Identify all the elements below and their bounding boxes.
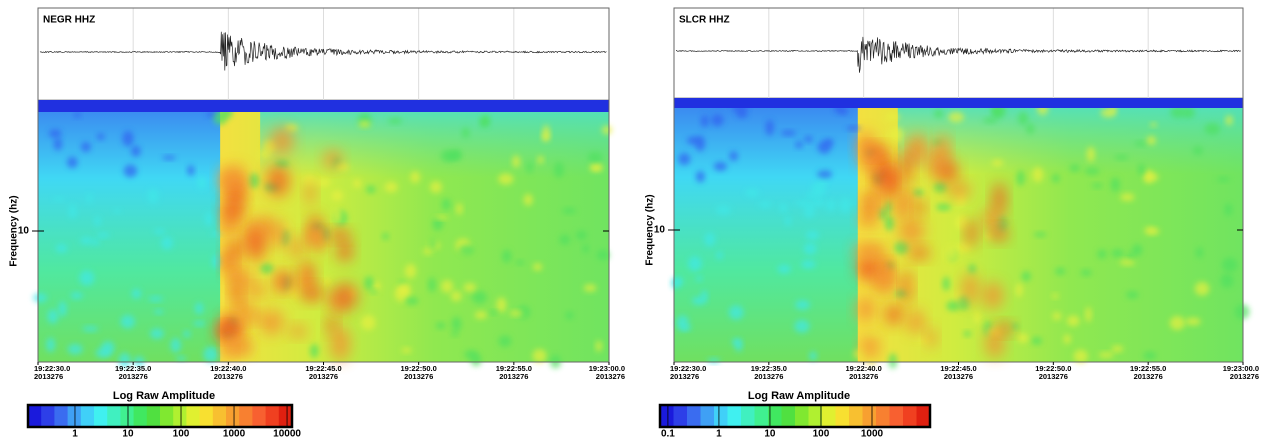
colorbar-tick-label: 1 — [72, 429, 78, 438]
x-tick-label: 19:22:40.0 — [846, 364, 882, 373]
colorbar-cell — [252, 405, 267, 427]
colorbar-tick-label: 10 — [764, 429, 776, 438]
x-tick-label: 19:22:35.0 — [115, 364, 151, 373]
y-tick-label: 10 — [654, 225, 666, 236]
x-tick-sublabel: 2013276 — [1134, 372, 1163, 381]
colorbar-cell — [781, 405, 796, 427]
colorbar-cell — [808, 405, 823, 427]
colorbar-tick-label: 1000 — [223, 429, 246, 438]
colorbar-cell — [133, 405, 148, 427]
x-tick-label: 19:22:55.0 — [1130, 364, 1166, 373]
x-tick-sublabel: 2013276 — [1230, 372, 1259, 381]
y-tick-label: 10 — [18, 226, 30, 237]
x-tick-sublabel: 2013276 — [596, 372, 625, 381]
colorbar-label: Log Raw Amplitude — [113, 390, 215, 402]
colorbar-cell — [862, 405, 877, 427]
colorbar-cell — [903, 405, 917, 427]
colorbar-cell — [768, 405, 782, 427]
colorbar-cell — [160, 405, 174, 427]
x-tick-label: 19:22:30.0 — [34, 364, 70, 373]
colorbar-cell — [186, 405, 201, 427]
station-title: NEGR HHZ — [43, 15, 95, 26]
x-tick-sublabel: 2013276 — [119, 372, 148, 381]
colorbar-cell — [107, 405, 121, 427]
colorbar-cell — [660, 405, 674, 427]
x-tick-label: 19:22:35.0 — [751, 364, 787, 373]
y-axis-label: Frequency (hz) — [9, 195, 20, 266]
colorbar-cell — [28, 405, 42, 427]
x-tick-sublabel: 2013276 — [849, 372, 878, 381]
colorbar-tick-label: 10 — [122, 429, 134, 438]
colorbar-cell — [714, 405, 728, 427]
colorbar-cell — [94, 405, 108, 427]
colorbar-cell — [727, 405, 742, 427]
colorbar-tick-label: 100 — [813, 429, 830, 438]
colorbar-cell — [54, 405, 69, 427]
x-tick-sublabel: 2013276 — [309, 372, 338, 381]
colorbar-tick-label: 0.1 — [661, 429, 675, 438]
colorbar-cell — [41, 405, 55, 427]
colorbar-cell — [239, 405, 253, 427]
seismogram-trace — [39, 31, 607, 71]
colorbar-tick-label: 1000 — [861, 429, 884, 438]
x-tick-label: 19:22:50.0 — [1035, 364, 1071, 373]
x-tick-sublabel: 2013276 — [670, 372, 699, 381]
colorbar-cell — [80, 405, 95, 427]
colorbar-cell — [754, 405, 769, 427]
colorbar-cell — [146, 405, 161, 427]
x-tick-label: 19:22:45.0 — [305, 364, 341, 373]
seismogram-trace — [675, 36, 1242, 73]
x-tick-label: 19:22:50.0 — [401, 364, 437, 373]
y-axis-label: Frequency (hz) — [645, 194, 656, 265]
colorbar-cell — [687, 405, 701, 427]
x-tick-sublabel: 2013276 — [34, 372, 63, 381]
colorbar-cell — [741, 405, 755, 427]
x-tick-label: 19:23:00.0 — [1223, 364, 1259, 373]
colorbar-cell — [199, 405, 214, 427]
colorbar-tick-label: 10000 — [273, 429, 301, 438]
colorbar-cell — [212, 405, 227, 427]
station-title: SLCR HHZ — [679, 15, 730, 26]
x-tick-label: 19:22:30.0 — [670, 364, 706, 373]
x-tick-sublabel: 2013276 — [754, 372, 783, 381]
colorbar-cell — [67, 405, 82, 427]
colorbar-cell — [795, 405, 809, 427]
x-tick-sublabel: 2013276 — [1039, 372, 1068, 381]
x-tick-label: 19:22:40.0 — [210, 364, 246, 373]
spectrogram-image — [32, 100, 613, 369]
colorbar-cell — [889, 405, 904, 427]
colorbar-cell — [278, 405, 293, 427]
x-tick-label: 19:22:45.0 — [940, 364, 976, 373]
colorbar-cell — [173, 405, 187, 427]
x-tick-sublabel: 2013276 — [944, 372, 973, 381]
colorbar-cell — [849, 405, 863, 427]
x-tick-label: 19:22:55.0 — [496, 364, 532, 373]
spectrogram-image — [671, 98, 1250, 369]
x-tick-sublabel: 2013276 — [499, 372, 528, 381]
colorbar-label: Log Raw Amplitude — [748, 390, 850, 402]
colorbar-tick-label: 100 — [173, 429, 190, 438]
colorbar-cell — [876, 405, 890, 427]
colorbar-cell — [835, 405, 850, 427]
colorbar-cell — [120, 405, 135, 427]
colorbar-cell — [673, 405, 688, 427]
colorbar-cell — [700, 405, 715, 427]
colorbar-frame — [658, 403, 932, 429]
x-tick-sublabel: 2013276 — [214, 372, 243, 381]
colorbar-cell — [265, 405, 280, 427]
colorbar-cell — [916, 405, 931, 427]
colorbar-frame — [26, 403, 294, 429]
colorbar-tick-label: 1 — [716, 429, 722, 438]
x-tick-sublabel: 2013276 — [404, 372, 433, 381]
colorbar-cell — [226, 405, 240, 427]
colorbar-cell — [822, 405, 836, 427]
x-tick-label: 19:23:00.0 — [589, 364, 625, 373]
